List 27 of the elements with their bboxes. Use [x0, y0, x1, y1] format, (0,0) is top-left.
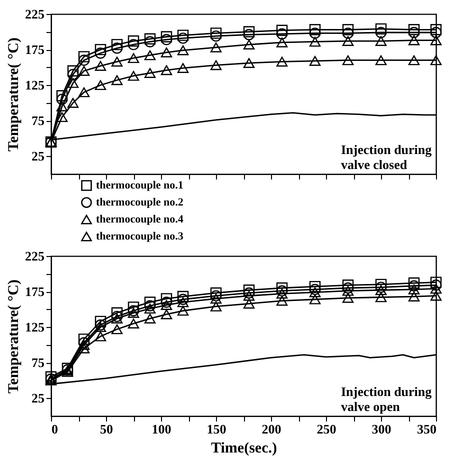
- legend-label: thermocouple no.1: [96, 180, 184, 192]
- legend-label: thermocouple no.2: [96, 196, 184, 208]
- y-tick-label: 175: [25, 284, 45, 300]
- x-tick-label: 300: [372, 422, 392, 436]
- y-tick-label: 75: [32, 113, 45, 128]
- x-tick-label: 150: [206, 422, 226, 436]
- y-tick-label: 175: [25, 42, 45, 58]
- legend-label: thermocouple no.4: [96, 214, 184, 226]
- legend-label: thermocouple no.3: [96, 230, 184, 242]
- y-axis-title: Temperature( °C): [6, 280, 22, 394]
- y-tick-label: 75: [32, 355, 45, 370]
- y-axis-title: Temperature( °C): [6, 38, 22, 152]
- y-tick-label: 125: [25, 78, 45, 93]
- y-tick-label: 25: [32, 148, 45, 164]
- x-tick-label: 50: [100, 422, 113, 436]
- y-tick-label: 25: [32, 390, 45, 406]
- x-tick-label: 0: [52, 422, 58, 436]
- y-tick-label: 125: [25, 320, 45, 335]
- annotation: Injection during valve closed: [341, 142, 432, 172]
- x-axis-title: Time(sec.): [211, 440, 277, 456]
- x-tick-label: 200: [262, 422, 282, 436]
- y-tick-label: 225: [25, 248, 45, 264]
- x-tick-label: 350: [417, 422, 436, 436]
- annotation: Injection during valve open: [341, 384, 432, 414]
- x-tick-label: 100: [152, 422, 172, 436]
- x-tick-label: 250: [316, 422, 336, 436]
- y-tick-label: 225: [25, 6, 45, 22]
